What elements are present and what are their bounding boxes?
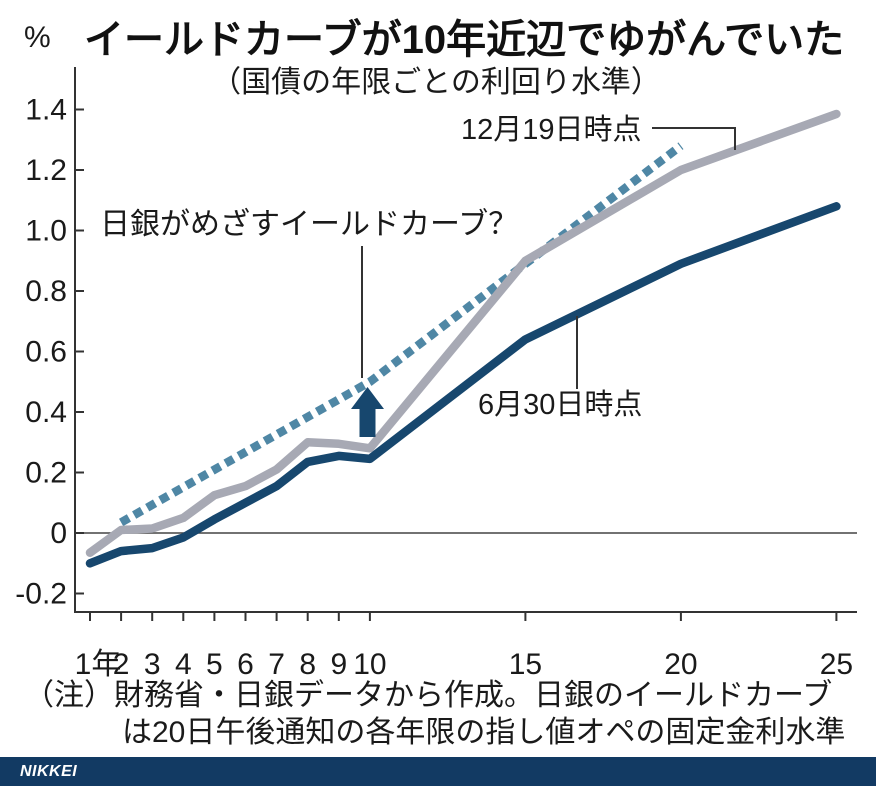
- footer-bar: NIKKEI: [0, 757, 876, 786]
- boj-target-label: 日銀がめざすイールドカーブ？: [100, 208, 518, 241]
- y-axis-unit-label: %: [24, 21, 51, 54]
- x-tick-label: 25: [820, 648, 853, 681]
- y-tick-label: 0: [50, 517, 67, 550]
- y-tick-label: 0.6: [25, 336, 67, 369]
- x-tick-label: 9: [330, 648, 347, 681]
- y-tick-label: 1.0: [25, 215, 67, 248]
- x-tick-label: 8: [299, 648, 316, 681]
- axis-spine: [74, 67, 857, 613]
- jun30-label: 6月30日時点: [478, 388, 642, 421]
- x-tick-label: 1年: [75, 648, 122, 681]
- y-tick-label: 0.2: [25, 457, 67, 490]
- yield-curve-chart: % イールドカーブが10年近辺でゆがんでいた （国債の年限ごとの利回り水準） -…: [15, 17, 857, 749]
- chart-title: イールドカーブが10年近辺でゆがんでいた: [84, 17, 844, 62]
- boj-target-annotation: 日銀がめざすイールドカーブ？: [100, 208, 518, 437]
- dec19-pointer-line: [652, 127, 736, 150]
- y-tick-label: 1.4: [25, 94, 67, 127]
- x-tick-label: 15: [509, 648, 542, 681]
- y-tick-label: 0.8: [25, 275, 67, 308]
- jun30-annotation: 6月30日時点: [478, 316, 642, 421]
- x-tick-label: 2: [113, 648, 130, 681]
- x-tick-label: 5: [206, 648, 223, 681]
- x-tick-label: 6: [237, 648, 254, 681]
- nikkei-logo: NIKKEI: [20, 762, 78, 780]
- x-tick-label: 10: [353, 648, 386, 681]
- dec19-label: 12月19日時点: [461, 113, 642, 146]
- series-line-0: [119, 142, 684, 527]
- y-tick-label: -0.2: [15, 578, 67, 611]
- series-line-2: [85, 202, 841, 568]
- note-line1: （注）財務省・日銀データから作成。日銀のイールドカーブ: [24, 679, 832, 712]
- series-lines: [85, 109, 841, 568]
- dec19-annotation: 12月19日時点: [461, 113, 736, 150]
- y-axis-ticks: -0.2 0 0.2 0.4 0.6 0.8 1.0 1.2 1.4: [15, 94, 84, 611]
- source-note: （注）財務省・日銀データから作成。日銀のイールドカーブ は20日午後通知の各年限…: [24, 679, 845, 749]
- x-tick-label: 4: [175, 648, 192, 681]
- note-line2: は20日午後通知の各年限の指し値オペの固定金利水準: [122, 716, 845, 749]
- series-line-1: [85, 109, 841, 557]
- up-arrow-icon: [351, 387, 384, 437]
- x-tick-label: 7: [268, 648, 285, 681]
- y-tick-label: 1.2: [25, 154, 67, 187]
- x-tick-label: 3: [144, 648, 161, 681]
- axes: -0.200.20.40.60.81.01.21.4 1年2 3 4 5 6 7 8 9 10 1…: [15, 67, 857, 681]
- x-tick-label: 20: [664, 648, 697, 681]
- chart-subtitle: （国債の年限ごとの利回り水準）: [211, 66, 661, 99]
- x-axis-ticks: 1年2 3 4 5 6 7 8 9 10 15 20 25: [75, 612, 853, 681]
- y-tick-label: 0.4: [25, 396, 67, 429]
